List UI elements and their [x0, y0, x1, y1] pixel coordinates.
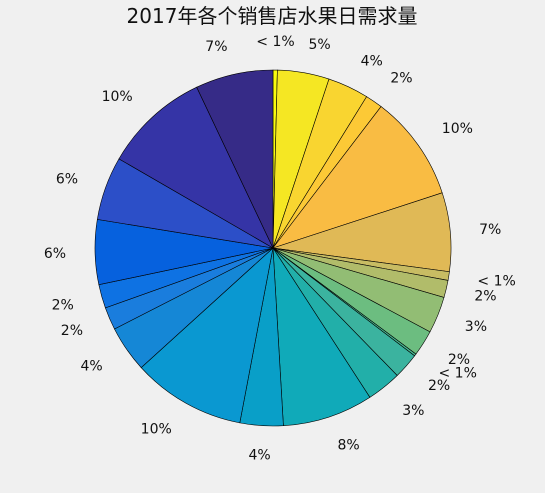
pie-slice-label-14: 8%: [338, 438, 360, 454]
pie-slice-label-21: 6%: [56, 171, 78, 187]
pie-slice-label-1: < 1%: [256, 34, 294, 50]
pie-slice-label-5: 10%: [442, 121, 473, 137]
pie-slice-22: [118, 86, 274, 249]
pie-slice-label-17: 4%: [80, 359, 102, 375]
pie-slice-label-4: 2%: [390, 71, 412, 87]
pie-slice-label-2: 5%: [309, 37, 331, 53]
pie-slice-label-16: 10%: [141, 422, 172, 438]
pie-slice-label-3: 4%: [361, 53, 383, 69]
pie-slice-14: [272, 246, 371, 427]
pie-labels: < 1% 5%4%2%10%7%< 1%2%3%2%< 1%2%3%8%4%10%…: [44, 34, 516, 464]
chart-title: 2017年各个销售店水果日需求量: [127, 4, 418, 28]
pie-slice-label-7: < 1%: [477, 274, 515, 290]
pie-slice-label-18: 2%: [61, 323, 83, 339]
pie-slice-label-9: 3%: [465, 319, 487, 335]
pie-slice-label-19: 2%: [52, 297, 74, 313]
pie-slice-5: [272, 106, 443, 249]
pie-slice-label-13: 3%: [402, 403, 424, 419]
pie-slice-label-23: 7%: [205, 39, 227, 55]
pie-slice-label-20: 6%: [44, 246, 66, 262]
pie-slice-23: [196, 69, 274, 249]
pie-slice-16: [140, 247, 274, 424]
pie-slices: [94, 69, 452, 427]
pie-slice-label-6: 7%: [479, 222, 501, 238]
pie-slice-label-11: < 1%: [439, 365, 477, 381]
pie-slice-label-12: 2%: [428, 378, 450, 394]
pie-slice-label-22: 10%: [102, 89, 133, 105]
pie-slice-label-10: 2%: [448, 352, 470, 368]
pie-slice-label-15: 4%: [248, 448, 270, 464]
pie-slice-label-8: 2%: [474, 289, 496, 305]
